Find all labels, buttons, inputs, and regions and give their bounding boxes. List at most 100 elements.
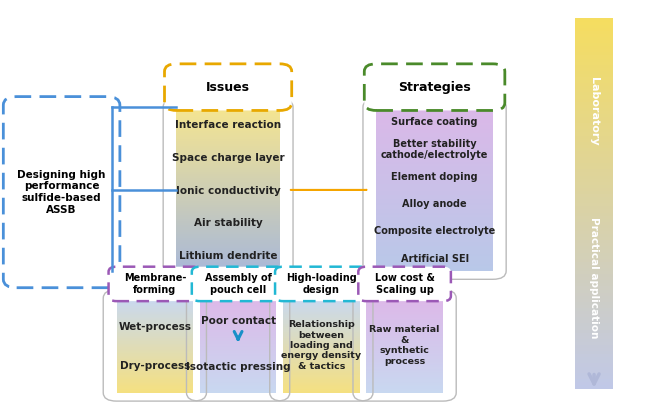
Bar	[283, 311, 360, 312]
Bar	[366, 317, 443, 318]
Bar	[283, 326, 360, 328]
Bar	[117, 320, 193, 322]
Bar	[283, 338, 360, 339]
Bar	[376, 123, 493, 126]
Bar	[366, 368, 443, 369]
Bar	[283, 370, 360, 371]
Bar	[575, 259, 613, 262]
Bar	[283, 314, 360, 316]
Bar	[117, 370, 193, 371]
Bar	[376, 164, 493, 166]
Bar	[117, 369, 193, 370]
Bar	[575, 37, 613, 40]
Bar	[176, 164, 280, 166]
Bar	[176, 113, 280, 115]
Text: Laboratory: Laboratory	[589, 77, 599, 146]
Bar	[176, 191, 280, 193]
Bar	[283, 356, 360, 357]
Bar	[117, 343, 193, 344]
Bar	[366, 336, 443, 337]
Bar	[575, 336, 613, 339]
Bar	[117, 372, 193, 374]
Bar	[117, 350, 193, 352]
Bar	[283, 298, 360, 299]
Bar	[575, 160, 613, 164]
Bar	[283, 334, 360, 336]
Bar	[376, 252, 493, 255]
Bar	[117, 327, 193, 329]
Bar	[200, 323, 276, 324]
Bar	[575, 373, 613, 376]
Bar	[575, 367, 613, 370]
Bar	[176, 201, 280, 203]
Bar	[376, 133, 493, 136]
Bar	[575, 326, 613, 330]
Bar	[117, 308, 193, 310]
Bar	[117, 314, 193, 316]
Bar	[575, 132, 613, 136]
Bar	[117, 388, 193, 389]
Bar	[117, 391, 193, 393]
Bar	[575, 330, 613, 333]
Bar	[117, 330, 193, 331]
Bar	[200, 339, 276, 341]
Bar	[366, 373, 443, 375]
Bar	[575, 342, 613, 345]
Bar	[366, 324, 443, 326]
Bar	[176, 260, 280, 263]
Bar	[366, 302, 443, 304]
Bar	[283, 379, 360, 381]
Bar	[366, 382, 443, 383]
Bar	[283, 306, 360, 307]
Bar	[376, 195, 493, 197]
Bar	[176, 117, 280, 119]
Bar	[200, 385, 276, 387]
Bar	[176, 139, 280, 142]
Bar	[200, 306, 276, 307]
Bar	[366, 385, 443, 387]
Bar	[376, 209, 493, 212]
Bar	[176, 131, 280, 134]
Bar	[575, 52, 613, 56]
Bar	[376, 258, 493, 261]
Bar	[366, 384, 443, 386]
Text: Surface coating: Surface coating	[392, 117, 478, 127]
Bar	[200, 324, 276, 326]
Bar	[283, 362, 360, 363]
Bar	[283, 323, 360, 324]
Bar	[176, 268, 280, 271]
Text: Lithium dendrite: Lithium dendrite	[179, 251, 277, 261]
Bar	[575, 376, 613, 379]
Bar	[283, 376, 360, 377]
Bar	[283, 313, 360, 315]
Bar	[366, 370, 443, 371]
Bar	[283, 312, 360, 314]
Bar	[117, 326, 193, 328]
Bar	[176, 137, 280, 140]
Bar	[575, 126, 613, 130]
Bar	[376, 172, 493, 175]
Bar	[575, 123, 613, 127]
Bar	[376, 213, 493, 215]
Bar	[200, 327, 276, 329]
Bar	[117, 324, 193, 326]
Bar	[575, 173, 613, 176]
Bar	[366, 390, 443, 391]
Bar	[376, 184, 493, 187]
Bar	[376, 223, 493, 226]
Bar	[366, 334, 443, 336]
Bar	[575, 178, 613, 182]
Bar	[117, 362, 193, 363]
Bar	[283, 328, 360, 330]
Bar	[283, 308, 360, 310]
Bar	[366, 325, 443, 327]
Bar	[200, 359, 276, 361]
Bar	[575, 228, 613, 231]
Bar	[283, 358, 360, 360]
Bar	[283, 339, 360, 341]
Bar	[575, 348, 613, 352]
FancyBboxPatch shape	[165, 64, 292, 110]
Bar	[376, 231, 493, 234]
Bar	[283, 375, 360, 376]
Bar	[117, 354, 193, 356]
